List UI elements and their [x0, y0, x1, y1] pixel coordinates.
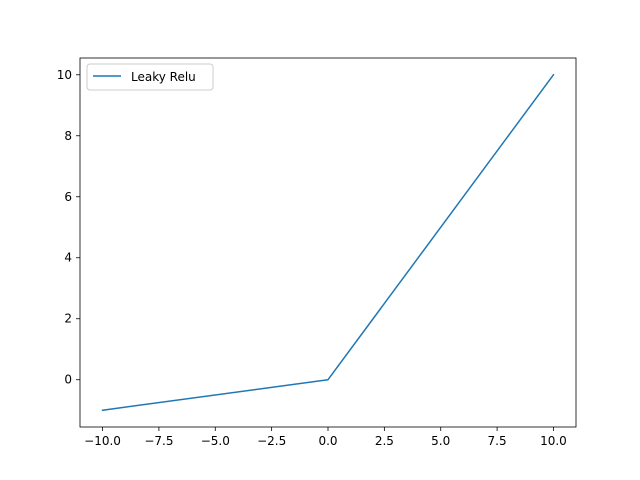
axes-layer: −10.0 −7.5 −5.0 −2.5 0.0 2.5 5.0 7.5 10.0 0 2 4 6 8 10 [57, 57, 577, 448]
y-tick-label: 6 [64, 190, 72, 204]
x-tick-label: −5.0 [201, 434, 230, 448]
legend: Leaky Relu [86, 63, 214, 91]
y-tick-label: 0 [64, 373, 72, 387]
series-line-0 [101, 73, 555, 412]
y-tick-label: 2 [64, 312, 72, 326]
y-tick-label: 8 [64, 129, 72, 143]
y-tick-label: 10 [57, 68, 72, 82]
x-tick-label: 2.5 [375, 434, 394, 448]
x-tick-label: 5.0 [431, 434, 450, 448]
x-tick-label: 10.0 [540, 434, 567, 448]
x-tick-label: 7.5 [488, 434, 507, 448]
legend-label: Leaky Relu [131, 70, 196, 84]
x-tick-label: −7.5 [144, 434, 173, 448]
x-tick-label: −2.5 [257, 434, 286, 448]
y-tick-label: 4 [64, 251, 72, 265]
x-tick-label: 0.0 [318, 434, 337, 448]
legend-box [86, 63, 214, 91]
x-tick-label: −10.0 [84, 434, 121, 448]
plot-layer [101, 73, 555, 412]
